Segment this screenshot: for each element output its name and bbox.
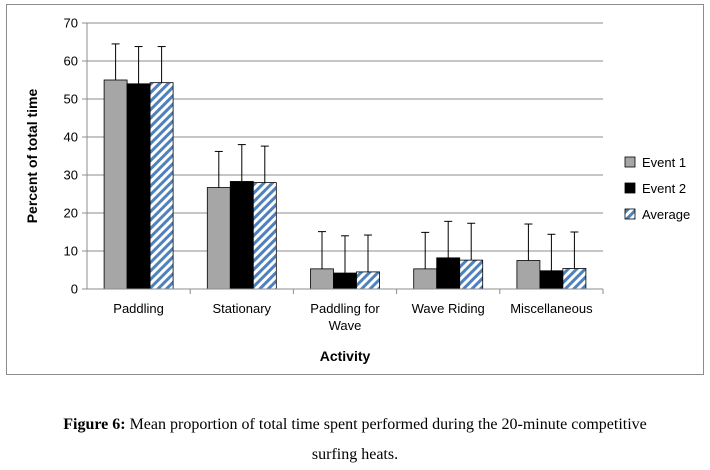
bar	[413, 268, 438, 290]
caption-text-line2: surfing heats.	[311, 446, 399, 463]
y-tick-label: 30	[64, 168, 78, 183]
legend-label: Event 2	[642, 181, 686, 196]
bar	[436, 257, 461, 290]
y-axis-title: Percent of total time	[24, 89, 40, 224]
bar	[126, 83, 151, 290]
bar-chart: 0 10 20 30 40 50 60 70 Paddling Stationary Paddlin…	[24, 16, 690, 365]
x-tick-label: Wave	[329, 318, 362, 333]
bar	[459, 259, 484, 290]
y-tick-label: 10	[64, 244, 78, 259]
legend-label: Average	[642, 207, 690, 222]
y-tick-label: 40	[64, 130, 78, 145]
bar	[206, 187, 231, 290]
y-tick-label: 20	[64, 206, 78, 221]
x-tick-label: Stationary	[213, 301, 272, 316]
y-tick-label: 50	[64, 92, 78, 107]
bar	[333, 272, 357, 290]
x-tick-label: Wave Riding	[412, 301, 485, 316]
chart-frame: 0 10 20 30 40 50 60 70 Paddling Stationary Paddlin…	[6, 4, 704, 375]
caption-text-line1: Mean proportion of total time spent perf…	[129, 416, 647, 433]
bar	[310, 268, 334, 290]
bar	[516, 260, 541, 290]
error-bars	[111, 43, 579, 274]
legend-swatch	[624, 208, 636, 220]
legend-label: Event 1	[642, 155, 686, 170]
bar	[103, 79, 128, 290]
figure-caption: Figure 6: Mean proportion of total time …	[0, 410, 710, 470]
legend-swatch	[624, 182, 636, 194]
bar	[149, 82, 174, 290]
bar	[562, 268, 587, 290]
y-tick-label: 60	[64, 54, 78, 69]
caption-label: Figure 6:	[63, 416, 126, 433]
bar	[252, 182, 277, 290]
bar	[539, 270, 564, 290]
legend: Event 1 Event 2 Average	[624, 155, 690, 222]
x-tick-label: Miscellaneous	[510, 301, 593, 316]
axes: 0 10 20 30 40 50 60 70 Paddling Stationary Paddlin…	[24, 16, 604, 364]
x-tick-label: Paddling	[113, 301, 164, 316]
y-tick-label: 70	[64, 16, 78, 31]
x-tick-label: Paddling for	[310, 301, 380, 316]
y-tick-label: 0	[71, 282, 78, 297]
bar	[229, 181, 254, 290]
x-axis-title: Activity	[320, 348, 371, 364]
legend-swatch	[624, 156, 636, 168]
bar	[356, 271, 380, 290]
